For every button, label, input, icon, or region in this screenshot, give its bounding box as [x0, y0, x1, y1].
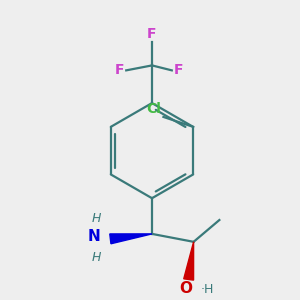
- Text: F: F: [147, 27, 157, 40]
- Text: O: O: [179, 281, 192, 296]
- Text: ·H: ·H: [200, 284, 214, 296]
- Polygon shape: [110, 234, 152, 244]
- Text: Cl: Cl: [147, 102, 161, 116]
- Text: F: F: [174, 63, 183, 77]
- Text: F: F: [115, 63, 124, 77]
- Text: H: H: [92, 212, 101, 225]
- Text: N: N: [88, 230, 100, 244]
- Polygon shape: [184, 242, 194, 280]
- Text: H: H: [92, 251, 101, 264]
